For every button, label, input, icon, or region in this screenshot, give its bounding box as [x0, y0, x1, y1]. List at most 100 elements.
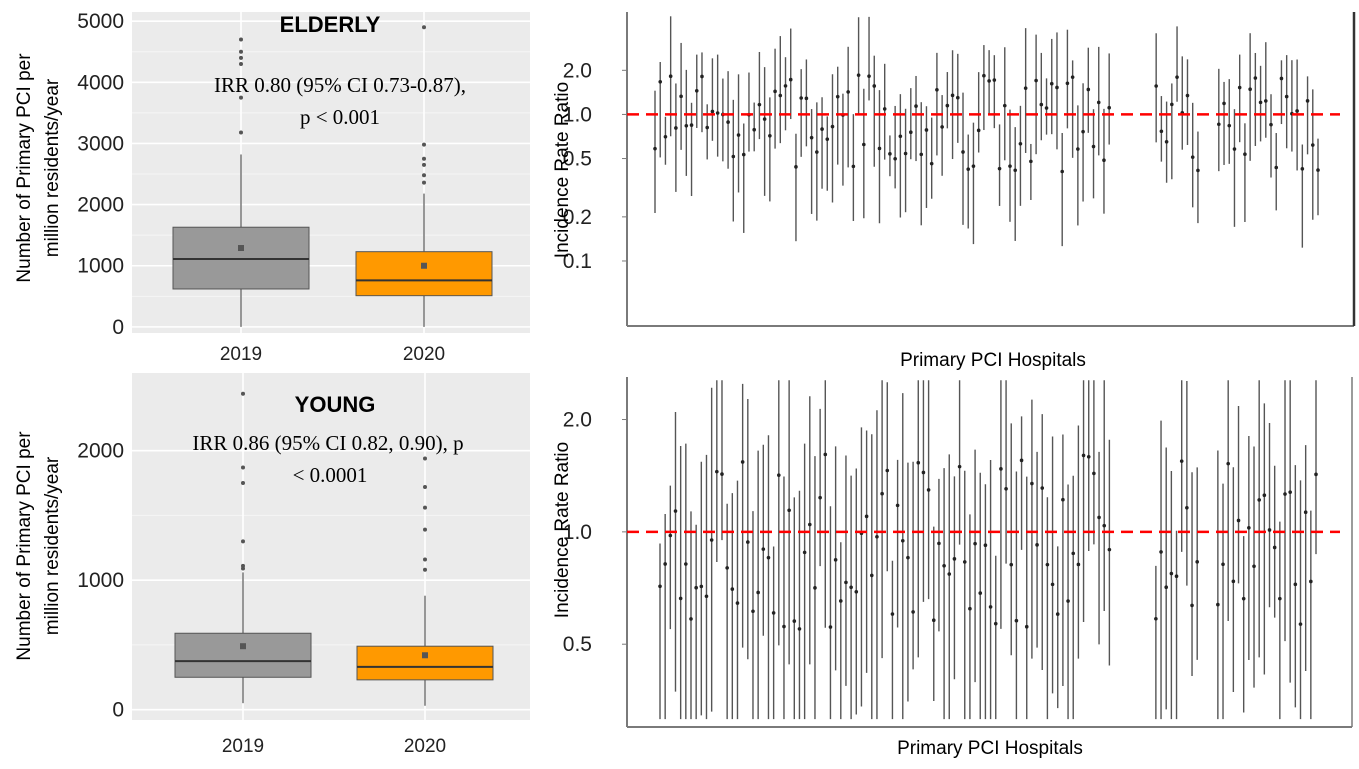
- point-estimate: [947, 572, 952, 576]
- mean-marker: [240, 643, 246, 650]
- point-estimate: [1295, 109, 1299, 113]
- point-estimate: [1283, 492, 1287, 496]
- point-estimate: [867, 74, 871, 78]
- point-estimate: [1164, 585, 1169, 590]
- mean-marker: [422, 652, 428, 659]
- y-tick-labels: 0.1 0.2 0.5 1.0 2.0: [563, 59, 627, 273]
- point-estimate: [1248, 87, 1252, 91]
- point-estimate: [929, 161, 934, 166]
- point-estimate: [1190, 155, 1195, 159]
- point-estimate: [726, 120, 730, 124]
- y-tick-labels: 0 1000 2000: [77, 440, 124, 722]
- point-estimate: [1096, 100, 1101, 105]
- point-estimate: [1071, 551, 1076, 556]
- point-estimate: [773, 89, 777, 94]
- point-estimate: [751, 609, 755, 614]
- point-estimate: [993, 621, 998, 626]
- point-estimate: [1004, 486, 1008, 491]
- point-estimate: [919, 152, 924, 157]
- point-estimate: [872, 84, 877, 88]
- outlier-point: [239, 61, 243, 66]
- point-estimate: [1159, 550, 1163, 554]
- point-estimate: [926, 488, 931, 492]
- point-estimate: [1061, 497, 1065, 502]
- point-estimate: [851, 164, 856, 169]
- point-estimate: [820, 127, 824, 131]
- point-estimate: [674, 126, 678, 130]
- point-estimate: [1091, 144, 1096, 149]
- point-estimate: [890, 612, 895, 616]
- point-estimate: [1179, 459, 1184, 463]
- point-estimate: [1040, 486, 1045, 490]
- y-tick-label: 5000: [77, 10, 124, 33]
- point-estimate: [937, 541, 941, 546]
- point-estimate: [1014, 618, 1019, 623]
- point-estimate: [1045, 562, 1050, 567]
- y-tick-label: 3000: [77, 132, 124, 155]
- point-estimate: [935, 87, 939, 92]
- point-estimate: [1227, 123, 1232, 128]
- point-estimate: [1293, 582, 1298, 587]
- point-estimate: [1081, 453, 1086, 458]
- point-estimate: [1086, 87, 1091, 92]
- outlier-point: [422, 142, 426, 147]
- point-estimate: [1272, 545, 1277, 550]
- point-estimate: [752, 127, 756, 132]
- point-estimate: [700, 74, 704, 79]
- y-tick-label: 0.5: [563, 148, 592, 171]
- mean-marker: [238, 245, 244, 252]
- y-tick-label: 1000: [77, 569, 124, 592]
- point-estimate: [1185, 93, 1190, 98]
- point-estimate: [766, 555, 771, 560]
- point-estimate: [1222, 101, 1226, 106]
- point-estimate: [987, 79, 991, 83]
- point-estimate: [1284, 94, 1289, 99]
- point-estimate: [962, 560, 967, 564]
- elderly-boxplot-panel: 0 1000 2000 3000 4000 5000 2019 2020 ELDERLY I…: [14, 10, 530, 365]
- point-estimate: [1092, 471, 1096, 476]
- point-estimate: [777, 473, 781, 477]
- outlier-point: [239, 130, 243, 135]
- young-boxplot-panel: 0 1000 2000 2019 2020 YOUNG IRR 0.86 (95% C…: [14, 373, 530, 757]
- point-estimate: [778, 93, 783, 98]
- point-estimate: [809, 135, 814, 140]
- outlier-point: [241, 539, 245, 544]
- point-estimate: [971, 164, 976, 168]
- point-estimate: [1107, 105, 1111, 110]
- point-estimate: [997, 166, 1002, 171]
- point-estimate: [1097, 515, 1101, 520]
- y-tick-labels: 0.5 1.0 2.0: [563, 409, 627, 656]
- point-estimate: [1303, 510, 1308, 515]
- point-estimate: [1243, 152, 1247, 156]
- point-estimate: [782, 624, 786, 629]
- y-tick-label: 2.0: [563, 59, 592, 82]
- outlier-point: [423, 456, 427, 461]
- y-axis-label-line-1: Number of Primary PCI per: [14, 53, 35, 283]
- point-estimate: [921, 470, 926, 475]
- point-estimate: [1009, 562, 1014, 567]
- error-bars: [653, 16, 1320, 248]
- point-estimate: [684, 124, 689, 128]
- point-estimate: [864, 514, 869, 519]
- y-tick-label: 1.0: [563, 103, 592, 126]
- outlier-point: [423, 567, 427, 572]
- point-estimate: [710, 109, 715, 114]
- point-estimate: [898, 134, 903, 139]
- boxes: [174, 391, 494, 706]
- point-estimate: [888, 152, 892, 156]
- point-estimate: [1039, 102, 1044, 107]
- point-estimate: [828, 625, 833, 629]
- box-2020: [356, 645, 494, 681]
- point-estimate: [1055, 85, 1059, 90]
- point-estimate: [1298, 622, 1303, 626]
- point-estimate: [694, 585, 698, 590]
- point-estimate: [955, 95, 960, 100]
- point-estimate: [1258, 100, 1263, 105]
- point-estimate: [961, 150, 965, 154]
- point-estimate: [1316, 168, 1320, 172]
- point-estimate: [1174, 574, 1179, 579]
- point-estimate: [931, 618, 936, 623]
- point-estimate: [1279, 76, 1284, 81]
- point-estimate: [1013, 168, 1018, 173]
